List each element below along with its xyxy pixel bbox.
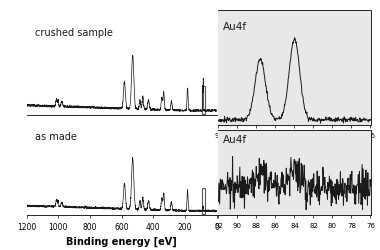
Text: crushed sample: crushed sample [35, 28, 112, 38]
Text: Au4f: Au4f [223, 22, 247, 32]
X-axis label: Binding energy [eV]: Binding energy [eV] [66, 237, 177, 248]
Text: as made: as made [35, 132, 76, 142]
Text: Au4f: Au4f [223, 136, 247, 145]
Bar [202, 86, 204, 114]
Bar [202, 188, 204, 214]
